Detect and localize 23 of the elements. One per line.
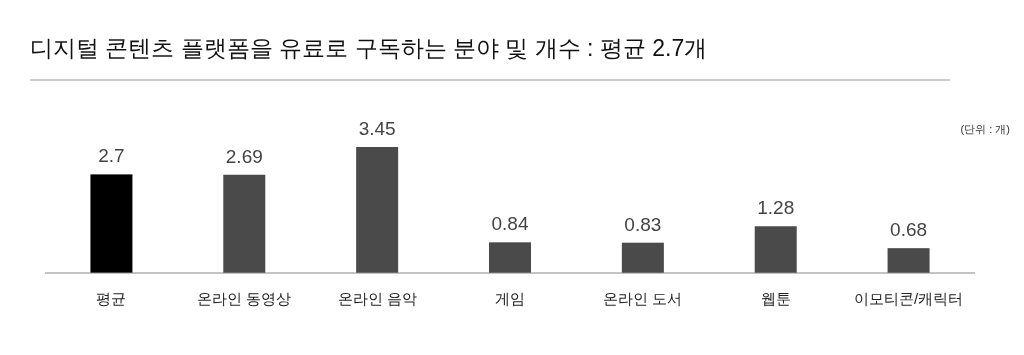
data-label: 0.83 <box>624 213 662 235</box>
x-tick-label: 온라인 음악 <box>337 290 417 307</box>
bar <box>223 174 266 273</box>
data-label: 2.69 <box>225 145 263 167</box>
bar <box>489 242 531 273</box>
bar <box>356 147 399 273</box>
x-tick-label: 평균 <box>96 290 127 307</box>
x-tick-label: 온라인 도서 <box>603 290 683 307</box>
data-label: 1.28 <box>757 197 795 219</box>
data-label: 2.7 <box>98 145 125 167</box>
chart-title: 디지털 콘텐츠 플랫폼을 유료로 구독하는 분야 및 개수 : 평균 2.7개 <box>30 35 708 61</box>
x-tick-label: 웹툰 <box>760 290 791 307</box>
bar <box>754 226 797 273</box>
x-tick-label: 온라인 동영상 <box>197 290 292 307</box>
x-tick-label: 이모티콘/캐릭터 <box>853 290 964 307</box>
text: (단위 : 개) <box>960 123 1010 135</box>
data-label: 0.84 <box>491 213 529 235</box>
x-tick-label: 게임 <box>495 290 525 307</box>
data-label: 3.45 <box>358 118 396 139</box>
bar <box>621 242 664 273</box>
bar <box>887 248 930 273</box>
data-label: 0.68 <box>890 219 928 241</box>
bar <box>90 174 133 273</box>
